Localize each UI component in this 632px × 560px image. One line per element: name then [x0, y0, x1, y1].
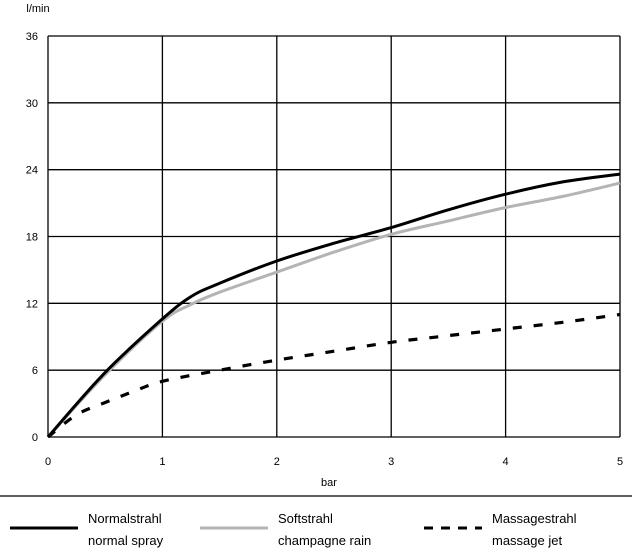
x-tick-label: 4 [503, 456, 509, 468]
y-tick-label: 6 [32, 365, 38, 377]
x-tick-label: 3 [388, 456, 394, 468]
x-tick-labels: 0 1 2 3 4 5 [45, 456, 623, 468]
y-tick-label: 36 [26, 31, 38, 43]
plot-series [46, 172, 621, 439]
y-tick-label: 0 [32, 432, 38, 444]
y-tick-label: 12 [26, 298, 38, 310]
legend: Normalstrahl normal spray Softstrahl champa… [10, 511, 577, 548]
y-tick-labels: 0 6 12 18 24 30 36 [26, 31, 38, 444]
legend-label-normal-spray: Normalstrahl [88, 511, 162, 526]
x-tick-label: 0 [45, 456, 51, 468]
legend-label-massage-jet: massage jet [492, 533, 562, 548]
x-tick-label: 2 [274, 456, 280, 468]
legend-label-champagne-rain: champagne rain [278, 533, 371, 548]
series-line-normal-spray [46, 172, 621, 438]
y-tick-label: 18 [26, 232, 38, 244]
x-axis-title: bar [321, 477, 337, 489]
y-tick-label: 30 [26, 98, 38, 110]
series-line-massage-jet [47, 312, 621, 439]
legend-label-massage-jet: Massagestrahl [492, 511, 577, 526]
series-line-champagne-rain [46, 181, 621, 439]
y-tick-label: 24 [26, 165, 38, 177]
legend-label-normal-spray: normal spray [88, 533, 164, 548]
y-axis-title: l/min [26, 3, 49, 15]
grid-lines [47, 35, 621, 438]
legend-label-champagne-rain: Softstrahl [278, 511, 333, 526]
x-tick-label: 5 [617, 456, 623, 468]
x-tick-label: 1 [159, 456, 165, 468]
